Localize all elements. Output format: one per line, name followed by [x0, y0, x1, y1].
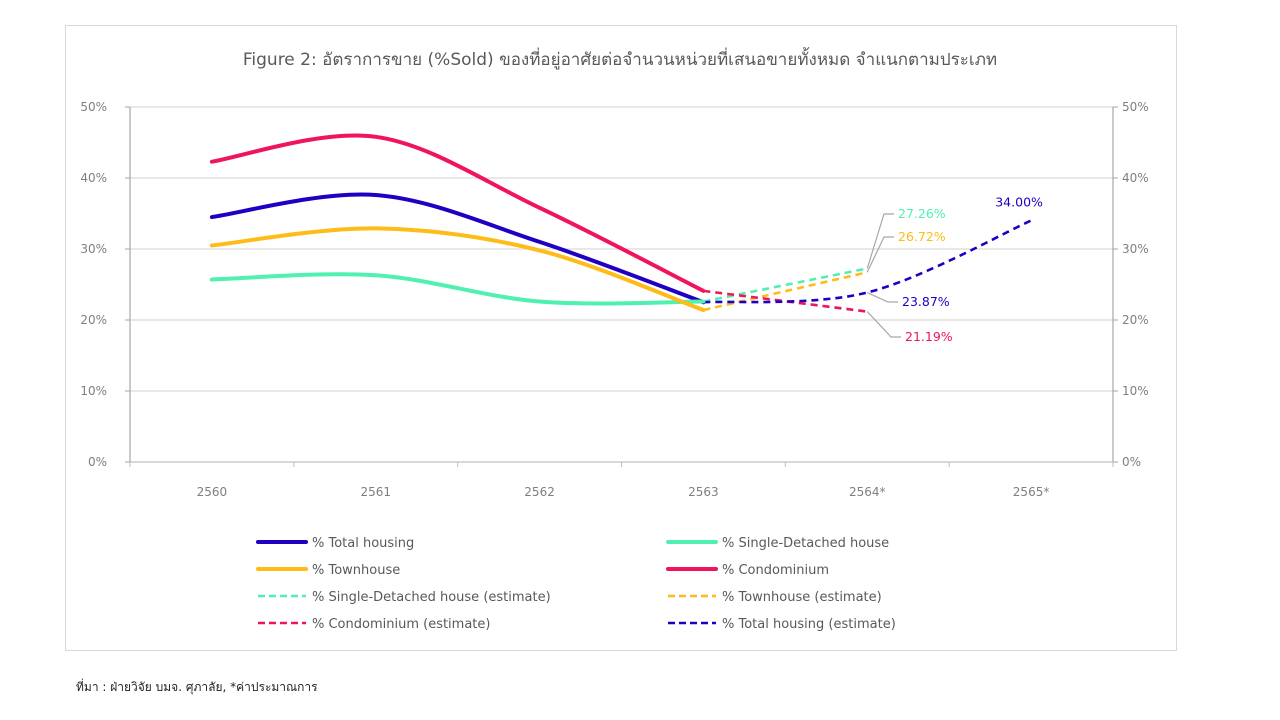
y-tick-label: 10%	[80, 384, 107, 398]
y-tick-label: 30%	[80, 242, 107, 256]
series-line-townhouse-estimate	[703, 271, 868, 312]
y2-tick-label: 10%	[1122, 384, 1149, 398]
series-line-single-detached-house	[209, 272, 706, 306]
legend-label: % Condominium (estimate)	[312, 617, 490, 632]
data-labels: 27.26% 26.72% 23.87% 21.19% 34.00%	[866, 195, 1043, 344]
legend-item: % Single-Detached house (estimate)	[258, 590, 551, 605]
x-tick-label: 2562	[524, 485, 555, 499]
legend-label: % Total housing	[312, 536, 414, 551]
legend-label: % Condominium	[722, 563, 829, 578]
x-tick-label: 2560	[197, 485, 228, 499]
y2-tick-label: 30%	[1122, 242, 1149, 256]
legend-item: % Total housing	[256, 536, 414, 551]
leader-line	[866, 236, 894, 273]
legend-item: % Total housing (estimate)	[668, 617, 896, 632]
legend-item: % Condominium	[666, 563, 829, 578]
axes: 0% 0% 10% 10% 20% 20% 30% 30% 40% 40% 50% 50% 2560 25…	[80, 100, 1148, 499]
series-line-condominium	[209, 133, 706, 293]
series-lines	[209, 133, 1032, 313]
legend: % Total housing % Single-Detached house % …	[256, 536, 896, 632]
y2-tick-label: 40%	[1122, 171, 1149, 185]
legend-item: % Condominium (estimate)	[258, 617, 490, 632]
y-tick-label: 40%	[80, 171, 107, 185]
x-tick-label: 2564*	[849, 485, 886, 499]
y2-tick-label: 0%	[1122, 455, 1141, 469]
series-line-condominium-estimate	[703, 289, 868, 313]
series-line-townhouse	[209, 226, 706, 313]
chart-frame	[65, 25, 1177, 651]
leader-line	[866, 213, 894, 269]
data-label: 21.19%	[905, 329, 953, 344]
legend-label: % Total housing (estimate)	[722, 617, 896, 632]
y-tick-label: 50%	[80, 100, 107, 114]
data-label: 27.26%	[898, 206, 946, 221]
chart-title: Figure 2: อัตราการขาย (%Sold) ของที่อยู่…	[243, 47, 997, 70]
source-note: ที่มา : ฝ่ายวิจัย บมจ. ศุภาลัย, *ค่าประม…	[76, 680, 318, 694]
data-label: 23.87%	[902, 294, 950, 309]
series-line-total-housing-estimate	[703, 219, 1032, 304]
y-tick-label: 0%	[88, 455, 107, 469]
legend-item: % Townhouse	[256, 563, 400, 578]
x-tick-label: 2561	[360, 485, 391, 499]
series-line-single-detached-house-estimate	[703, 267, 868, 303]
legend-label: % Townhouse	[312, 563, 400, 578]
leader-line	[866, 311, 901, 338]
y2-tick-label: 20%	[1122, 313, 1149, 327]
legend-label: % Townhouse (estimate)	[722, 590, 882, 605]
legend-label: % Single-Detached house	[722, 536, 889, 551]
leader-line	[867, 291, 898, 303]
data-label: 26.72%	[898, 229, 946, 244]
y-tick-label: 20%	[80, 313, 107, 327]
legend-item: % Townhouse (estimate)	[668, 590, 882, 605]
y2-tick-label: 50%	[1122, 100, 1149, 114]
x-tick-label: 2565*	[1013, 485, 1050, 499]
data-label: 34.00%	[995, 195, 1043, 210]
legend-label: % Single-Detached house (estimate)	[312, 590, 551, 605]
x-tick-label: 2563	[688, 485, 719, 499]
legend-item: % Single-Detached house	[666, 536, 889, 551]
series-line-total-housing	[209, 192, 706, 305]
